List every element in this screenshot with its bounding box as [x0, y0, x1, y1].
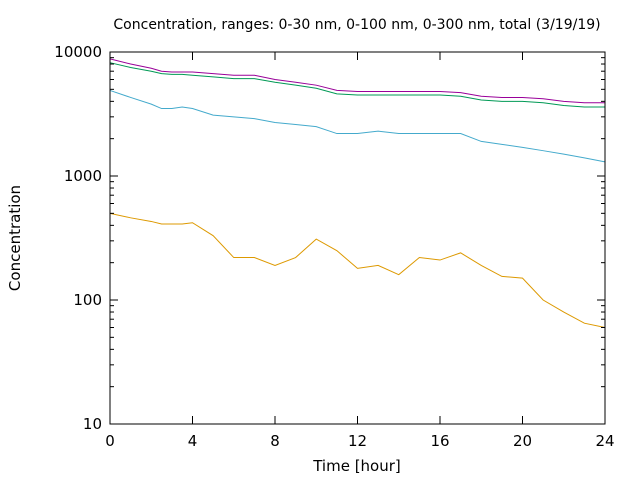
x-tick-label: 0: [105, 432, 115, 450]
y-tick-label: 10: [83, 415, 102, 433]
x-tick-label: 4: [188, 432, 198, 450]
x-tick-label: 16: [430, 432, 449, 450]
series-line-3: [109, 89, 606, 163]
series-line-2: [109, 62, 605, 108]
series-layer: [109, 58, 606, 328]
axis-ticks: 0 4 8 12 16 20 24 10 100 1000 10000: [54, 43, 614, 450]
y-axis-label: Concentration: [6, 185, 24, 291]
series-line-4: [109, 212, 606, 328]
y-tick-label: 100: [73, 291, 102, 309]
y-tick-label: 10000: [54, 43, 102, 61]
x-tick-label: 12: [348, 432, 367, 450]
chart-title: Concentration, ranges: 0-30 nm, 0-100 nm…: [113, 17, 600, 33]
y-tick-label: 1000: [64, 167, 102, 185]
x-tick-label: 8: [270, 432, 280, 450]
x-tick-label: 24: [595, 432, 614, 450]
series-line-1: [109, 58, 605, 104]
x-tick-label: 20: [513, 432, 532, 450]
x-axis-label: Time [hour]: [312, 457, 401, 475]
